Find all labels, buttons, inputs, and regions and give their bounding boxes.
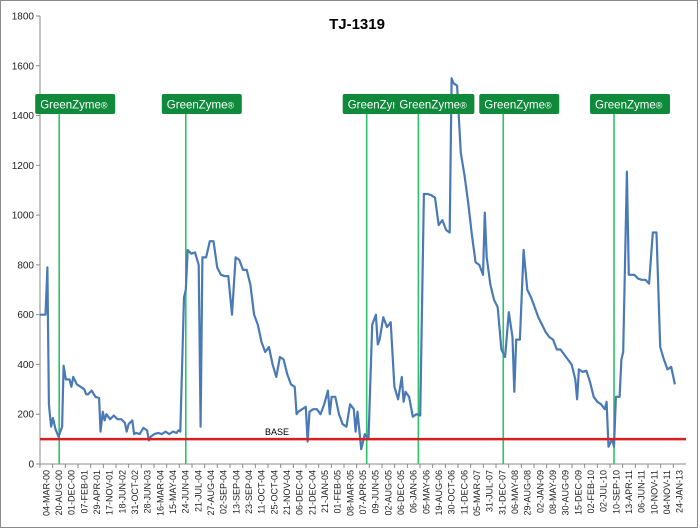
registered-mark: ® <box>545 101 552 111</box>
registered-mark: ® <box>228 101 235 111</box>
x-tick-label: 09-JUN-05 <box>371 470 381 514</box>
x-tick-label: 20-AUG-00 <box>54 470 64 516</box>
x-tick-label: 15-DEC-09 <box>573 470 583 515</box>
y-tick-label: 200 <box>17 410 34 421</box>
greenzyme-label: GreenZyme® <box>479 94 560 114</box>
registered-mark: ® <box>101 101 108 111</box>
x-tick-label: 05-MAR-07 <box>472 470 482 516</box>
x-tick-label: 24-JUN-04 <box>181 470 191 514</box>
y-axis: 0 200 400 600 800 1000 1200 1400 1600 1800 <box>12 12 41 471</box>
greenzyme-labels: GreenZyme®GreenZyme®GreenZyme®GreenZyme®… <box>35 94 671 114</box>
base-line-label: BASE <box>265 427 289 437</box>
greenzyme-label-box <box>479 94 560 114</box>
y-tick-label: 1600 <box>12 61 35 72</box>
x-tick-label: 06-JUN-11 <box>637 470 647 513</box>
greenzyme-label-box <box>590 94 671 114</box>
greenzyme-name: GreenZyme <box>40 100 101 112</box>
x-tick-label: 29-APR-01 <box>92 470 102 515</box>
x-tick-label: 07-APR-05 <box>358 470 368 515</box>
x-tick-label: 06-DEC-04 <box>295 470 305 515</box>
x-axis: 04-MAR-00 20-AUG-00 01-DEC-00 07-FEB-01 29-A… <box>39 463 686 516</box>
greenzyme-label: GreenZyme® <box>590 94 671 114</box>
x-tick-label: 15-MAY-04 <box>168 470 178 514</box>
greenzyme-name: GreenZyme <box>348 100 409 112</box>
x-tick-label: 05-MAY-06 <box>421 470 431 514</box>
greenzyme-name: GreenZyme <box>167 100 228 112</box>
greenzyme-label-box <box>35 94 116 114</box>
x-tick-label: 10-NOV-11 <box>649 470 659 514</box>
x-tick-label: 06-DEC-05 <box>396 470 406 515</box>
x-tick-label: 06-JAN-06 <box>409 470 419 513</box>
x-tick-label: 02-FEB-10 <box>586 470 596 514</box>
greenzyme-label-text: GreenZyme® <box>167 100 235 112</box>
x-tick-label: 31-OCT-02 <box>130 470 140 515</box>
x-tick-label: 11-OCT-04 <box>257 470 267 514</box>
x-tick-label: 31-DEC-07 <box>497 470 507 515</box>
greenzyme-label-text: GreenZyme® <box>595 100 663 112</box>
x-tick-label: 27-AUG-04 <box>206 470 216 516</box>
x-tick-label: 17-NOV-01 <box>105 470 115 515</box>
greenzyme-label-text: GreenZyme® <box>484 100 552 112</box>
base-line-group: BASE <box>40 427 686 441</box>
x-tick-label: 04-MAR-00 <box>41 470 51 516</box>
x-tick-label: 25-OCT-04 <box>269 470 279 515</box>
greenzyme-label-text: GreenZyme® <box>40 100 108 112</box>
x-tick-label: 08-MAY-09 <box>548 470 558 514</box>
x-tick-label: 01-DEC-00 <box>67 470 77 515</box>
chart-title: TJ-1319 <box>329 16 385 33</box>
greenzyme-name: GreenZyme <box>595 100 656 112</box>
greenzyme-label-text: GreenZyme® <box>399 100 467 112</box>
x-tick-label: 24-JAN-13 <box>675 470 685 513</box>
x-tick-label: 13-SEP-04 <box>231 470 241 514</box>
greenzyme-name: GreenZyme <box>399 100 460 112</box>
x-tick-label: 21-NOV-04 <box>282 470 292 515</box>
y-tick-label: 1000 <box>12 211 35 222</box>
greenzyme-label: GreenZyme® <box>394 94 475 114</box>
x-tick-label: 02-SEP-04 <box>219 470 229 514</box>
x-tick-label: 16-MAR-04 <box>155 470 165 516</box>
x-tick-label: 02-JUL-10 <box>599 470 609 512</box>
x-tick-label: 18-JUN-02 <box>117 470 127 514</box>
x-tick-label: 21-DEC-04 <box>307 470 317 515</box>
registered-mark: ® <box>656 101 663 111</box>
x-tick-label: 29-AUG-08 <box>523 470 533 516</box>
series-line <box>40 77 676 451</box>
x-tick-label: 30-OCT-06 <box>447 470 457 515</box>
greenzyme-label-box <box>394 94 475 114</box>
y-tick-label: 600 <box>17 310 34 321</box>
x-tick-label: 31-JUL-07 <box>485 470 495 512</box>
x-tick-label: 02-JAN-09 <box>535 470 545 513</box>
greenzyme-name: GreenZyme <box>484 100 545 112</box>
x-tick-label: 28-JUN-03 <box>143 470 153 514</box>
y-tick-label: 400 <box>17 360 34 371</box>
y-tick-label: 1400 <box>12 111 35 122</box>
x-tick-label: 10-SEP-10 <box>611 470 621 514</box>
x-tick-label: 11-DEC-06 <box>459 470 469 514</box>
greenzyme-lines <box>58 104 615 464</box>
y-tick-label: 1800 <box>12 12 35 23</box>
x-tick-label: 04-NOV-11 <box>662 470 672 514</box>
y-tick-label: 800 <box>17 260 34 271</box>
x-tick-label: 08-MAR-05 <box>345 470 355 516</box>
x-tick-label: 21-JAN-05 <box>320 470 330 513</box>
x-tick-label: 23-SEP-04 <box>244 470 254 514</box>
greenzyme-label: GreenZyme® <box>161 94 242 114</box>
x-tick-label: 01-FEB-05 <box>333 470 343 514</box>
x-tick-label: 21-JUL-04 <box>193 470 203 512</box>
y-tick-label: 1200 <box>12 161 35 172</box>
x-tick-label: 19-AUG-06 <box>434 470 444 516</box>
greenzyme-label-box <box>161 94 242 114</box>
series-group <box>40 77 676 451</box>
x-tick-label: 02-AUG-05 <box>383 470 393 516</box>
x-tick-label: 30-AUG-09 <box>561 470 571 516</box>
y-tick-label: 0 <box>28 460 34 471</box>
x-tick-label: 13-APR-11 <box>624 470 634 514</box>
registered-mark: ® <box>460 101 467 111</box>
x-tick-label: 07-FEB-01 <box>79 470 89 514</box>
greenzyme-label: GreenZyme® <box>35 94 116 114</box>
x-tick-label: 06-MAY-08 <box>510 470 520 514</box>
